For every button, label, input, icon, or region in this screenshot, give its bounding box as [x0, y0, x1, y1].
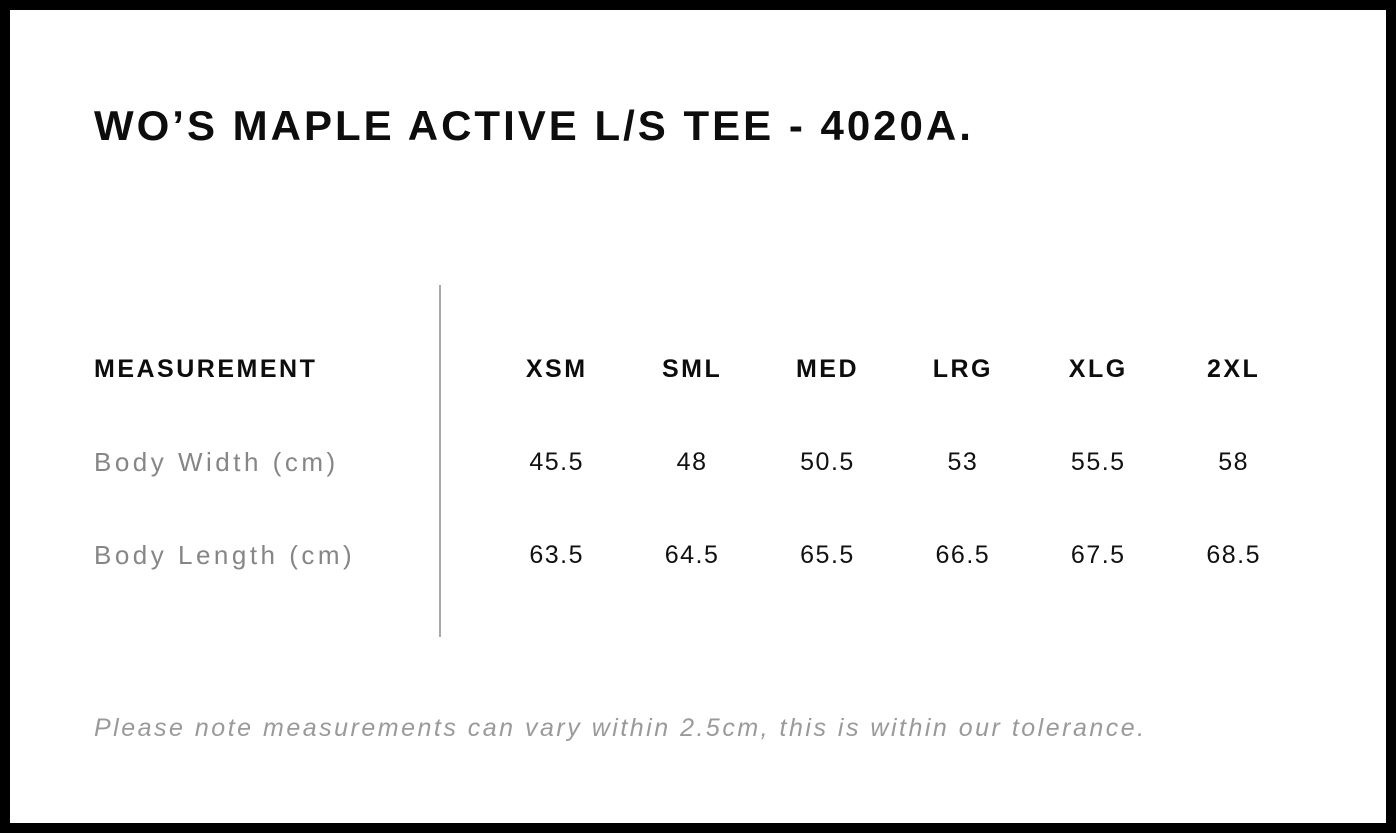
measurement-value: 63.5: [529, 541, 585, 569]
measurement-value: 64.5: [664, 541, 720, 569]
size-header-sml: SML: [661, 355, 723, 383]
row-label: Body Length (cm): [94, 540, 356, 570]
measurement-column-header: MEASUREMENT: [94, 355, 318, 383]
size-header-med: MED: [795, 355, 859, 383]
measurement-value: 68.5: [1206, 541, 1261, 569]
row-label: Body Width (cm): [94, 447, 339, 477]
size-table-header-row: MEASUREMENT XSM SML MED LRG XLG 2XL: [94, 323, 1303, 416]
measurement-value: 53: [947, 448, 979, 476]
size-header-xsm: XSM: [525, 355, 588, 383]
measurement-value: 45.5: [529, 448, 585, 476]
measurement-value: 58: [1218, 448, 1250, 476]
table-row-body-length: Body Length (cm) 63.5 64.5 65.5 66.5 67.…: [94, 509, 1303, 602]
tolerance-note: Please note measurements can vary within…: [94, 714, 1147, 742]
size-table: MEASUREMENT XSM SML MED LRG XLG 2XL Body…: [94, 285, 1303, 637]
measurement-value: 67.5: [1070, 541, 1126, 569]
measurement-value: 50.5: [800, 448, 855, 476]
measurement-value: 66.5: [935, 541, 991, 569]
table-row-body-width: Body Width (cm) 45.5 48 50.5 53 55.5 58: [94, 416, 1303, 509]
size-header-2xl: 2XL: [1206, 355, 1261, 383]
column-divider: [439, 285, 441, 637]
size-header-lrg: LRG: [932, 355, 993, 383]
measurement-value: 55.5: [1070, 448, 1126, 476]
page-title: WO’S MAPLE ACTIVE L/S TEE - 4020A.: [94, 102, 974, 149]
measurement-value: 48: [676, 448, 708, 476]
measurement-value: 65.5: [800, 541, 855, 569]
size-header-xlg: XLG: [1068, 355, 1128, 383]
